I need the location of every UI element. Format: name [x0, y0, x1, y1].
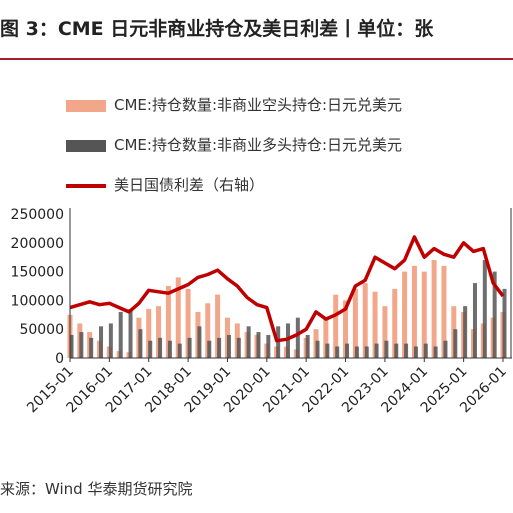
short-position-bar [431, 260, 437, 358]
long-position-bar [79, 332, 84, 358]
legend-item-spread: 美日国债利差（右轴） [66, 172, 402, 198]
long-position-bar [197, 326, 202, 358]
legend-label-long: CME:持仓数量:非商业多头持仓:日元兑美元 [114, 136, 403, 154]
short-position-bar [323, 317, 329, 358]
long-position-bar [423, 343, 428, 358]
long-position-bar [335, 346, 340, 358]
long-position-bar [207, 340, 212, 358]
long-position-bar [118, 311, 123, 358]
legend-swatch-long [66, 139, 106, 152]
short-position-bar [382, 306, 388, 358]
spread-line [69, 235, 505, 343]
y-tick-label: 0 [55, 351, 64, 367]
short-position-bar [402, 271, 408, 358]
short-position-bar [185, 288, 191, 358]
long-position-bar [413, 346, 418, 358]
short-position-bar [215, 294, 221, 358]
long-position-bar [187, 337, 192, 358]
long-position-bar [69, 334, 74, 358]
short-position-bar [333, 294, 339, 358]
long-position-bar [404, 343, 409, 358]
long-position-bar [266, 334, 271, 358]
y-tick-label: 250000 [11, 207, 64, 223]
short-position-bar [156, 306, 162, 358]
legend-item-long: CME:持仓数量:非商业多头持仓:日元兑美元 [66, 132, 402, 158]
axes [69, 208, 512, 359]
y-tick-label: 150000 [11, 265, 64, 281]
long-position-bar [374, 343, 379, 358]
long-position-bar [236, 337, 241, 358]
y-tick-label: 50000 [19, 322, 64, 338]
title-rule [0, 58, 513, 60]
long-position-bar [472, 283, 477, 358]
legend-swatch-spread [66, 183, 106, 188]
long-position-bar [89, 337, 94, 358]
long-position-bar [315, 340, 320, 358]
legend-label-short: CME:持仓数量:非商业空头持仓:日元兑美元 [114, 96, 403, 114]
long-position-bar [492, 271, 497, 358]
long-position-bar [354, 346, 359, 358]
long-position-bar [286, 323, 290, 358]
long-position-bar [138, 329, 143, 358]
x-axis-ticks: 2015-012016-012017-012018-012019-012020-… [24, 358, 510, 416]
long-position-bar [443, 340, 448, 358]
long-position-bar [295, 317, 300, 358]
long-position-bar [482, 260, 487, 358]
short-position-bar [421, 271, 427, 358]
long-position-bar [453, 329, 458, 358]
legend-item-short: CME:持仓数量:非商业空头持仓:日元兑美元 [66, 92, 402, 118]
long-position-bar [226, 334, 231, 358]
short-position-bar [175, 277, 181, 358]
short-position-bar [343, 300, 349, 358]
long-position-bar [108, 323, 113, 358]
short-position-bar [411, 265, 417, 358]
long-position-bars [69, 260, 507, 358]
long-position-bar [148, 340, 153, 358]
chart-title: 图 3：CME 日元非商业持仓及美日利差丨单位：张 [0, 18, 434, 40]
long-position-bar [177, 343, 182, 358]
short-position-bar [362, 283, 368, 358]
spread-line-group [69, 235, 505, 343]
legend-label-spread: 美日国债利差（右轴） [114, 176, 265, 194]
short-position-bar [146, 309, 152, 358]
long-position-bar [217, 337, 222, 358]
short-position-bar [352, 288, 358, 358]
short-position-bar [441, 265, 447, 358]
long-position-bar [364, 346, 369, 358]
long-position-bar [502, 288, 507, 358]
long-position-bar [305, 334, 310, 358]
y-tick-label: 200000 [11, 236, 64, 252]
long-position-bar [384, 340, 389, 358]
y-axis-ticks: 250000 200000 150000 100000 50000 0 [11, 207, 64, 367]
legend: CME:持仓数量:非商业空头持仓:日元兑美元 CME:持仓数量:非商业多头持仓:… [66, 92, 402, 212]
long-position-bar [128, 309, 133, 358]
long-position-bar [167, 340, 172, 358]
long-position-bar [246, 326, 251, 358]
long-position-bar [325, 343, 330, 358]
y-tick-label: 100000 [11, 293, 64, 309]
legend-swatch-short [66, 99, 106, 112]
long-position-bar [345, 343, 350, 358]
long-position-bar [394, 343, 399, 358]
long-position-bar [463, 306, 468, 358]
short-position-bar [392, 288, 398, 358]
long-position-bar [433, 346, 438, 358]
long-position-bar [256, 332, 261, 358]
short-position-bar [372, 291, 378, 358]
short-position-bar [205, 303, 211, 358]
long-position-bar [158, 337, 163, 358]
source-note: 来源：Wind 华泰期货研究院 [0, 480, 193, 498]
long-position-bar [99, 326, 104, 358]
short-position-bar [165, 286, 171, 358]
